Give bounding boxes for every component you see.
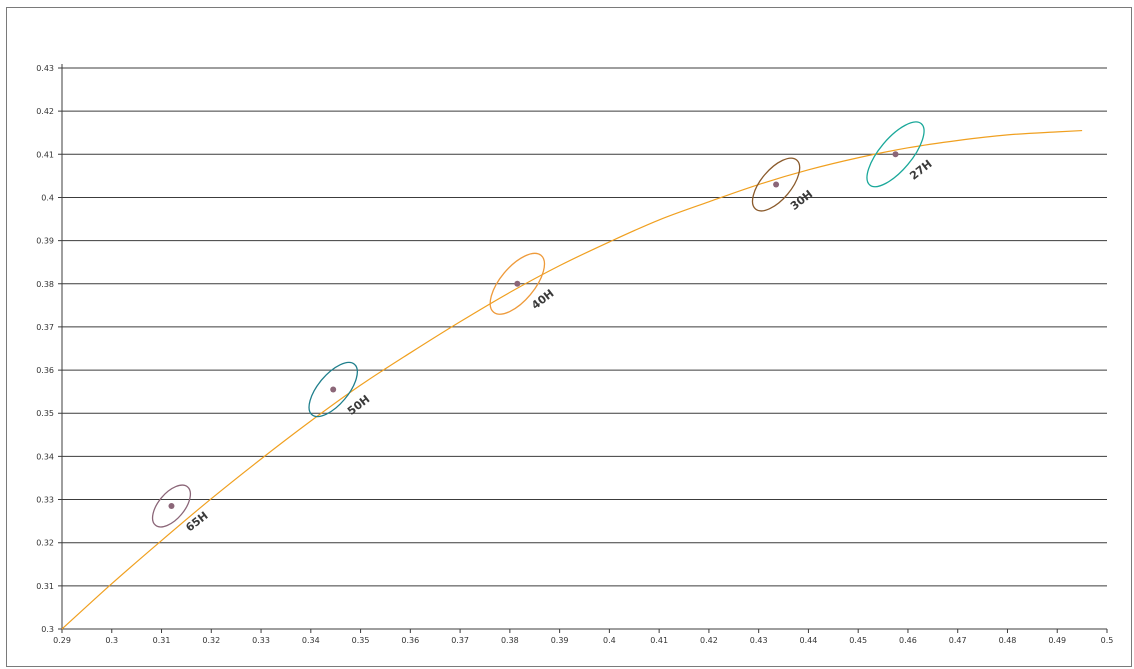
x-tick-label: 0.45 — [849, 636, 867, 645]
x-tick-label: 0.5 — [1101, 636, 1114, 645]
tolerance-ellipse — [308, 361, 358, 418]
point-label: 65H — [183, 509, 210, 534]
y-tick-label: 0.3 — [41, 625, 54, 634]
tolerance-ellipse — [489, 252, 546, 315]
x-tick-label: 0.35 — [352, 636, 370, 645]
tolerance-ellipse — [751, 157, 801, 212]
chart-frame — [6, 7, 1132, 667]
x-tick-label: 0.43 — [750, 636, 768, 645]
tolerance-ellipse — [866, 121, 925, 188]
x-tick-label: 0.29 — [53, 636, 71, 645]
y-tick-label: 0.39 — [36, 237, 54, 246]
y-tick-label: 0.36 — [36, 366, 54, 375]
x-axis-ticks: 0.29 0.3 0.31 0.32 0.33 0.34 0.35 0.36 0.37 0.38 0… — [53, 629, 1113, 645]
data-point[interactable] — [773, 181, 780, 188]
x-tick-label: 0.47 — [949, 636, 967, 645]
x-tick-label: 0.32 — [202, 636, 220, 645]
x-tick-label: 0.41 — [650, 636, 668, 645]
fit-curve-layer — [61, 129, 1083, 630]
data-point-group: 30H — [751, 157, 815, 213]
data-point[interactable] — [514, 280, 521, 287]
fit-curve — [61, 129, 1083, 630]
data-point-group: 50H — [308, 361, 372, 418]
y-tick-label: 0.32 — [36, 539, 54, 548]
x-tick-label: 0.46 — [899, 636, 917, 645]
y-tick-label: 0.33 — [36, 496, 54, 505]
point-label: 30H — [788, 188, 815, 213]
x-tick-label: 0.4 — [603, 636, 616, 645]
data-point[interactable] — [330, 386, 337, 393]
y-tick-label: 0.35 — [36, 409, 54, 418]
data-point[interactable] — [892, 151, 899, 158]
y-tick-label: 0.37 — [36, 323, 54, 332]
x-tick-label: 0.33 — [252, 636, 270, 645]
x-tick-label: 0.49 — [1048, 636, 1066, 645]
tolerance-ellipse — [151, 484, 192, 528]
y-tick-label: 0.41 — [36, 150, 54, 159]
point-label: 50H — [345, 393, 372, 418]
x-tick-label: 0.42 — [700, 636, 718, 645]
x-tick-label: 0.38 — [501, 636, 519, 645]
x-tick-label: 0.48 — [999, 636, 1017, 645]
grid-lines — [58, 64, 1107, 630]
point-label: 27H — [907, 157, 934, 182]
y-tick-label: 0.31 — [36, 582, 54, 591]
data-point[interactable] — [168, 503, 175, 510]
x-tick-label: 0.34 — [302, 636, 320, 645]
y-tick-label: 0.43 — [36, 64, 54, 73]
x-tick-label: 0.3 — [105, 636, 118, 645]
y-axis-ticks: 0.3 0.31 0.32 0.33 0.34 0.35 0.36 0.37 0.38 0.39 0… — [36, 64, 54, 634]
x-tick-label: 0.44 — [800, 636, 818, 645]
y-tick-label: 0.38 — [36, 280, 54, 289]
y-tick-label: 0.4 — [41, 193, 54, 202]
x-tick-label: 0.31 — [153, 636, 171, 645]
x-tick-label: 0.37 — [451, 636, 469, 645]
y-tick-label: 0.34 — [36, 452, 54, 461]
x-tick-label: 0.39 — [551, 636, 569, 645]
y-tick-label: 0.42 — [36, 107, 54, 116]
x-tick-label: 0.36 — [401, 636, 419, 645]
